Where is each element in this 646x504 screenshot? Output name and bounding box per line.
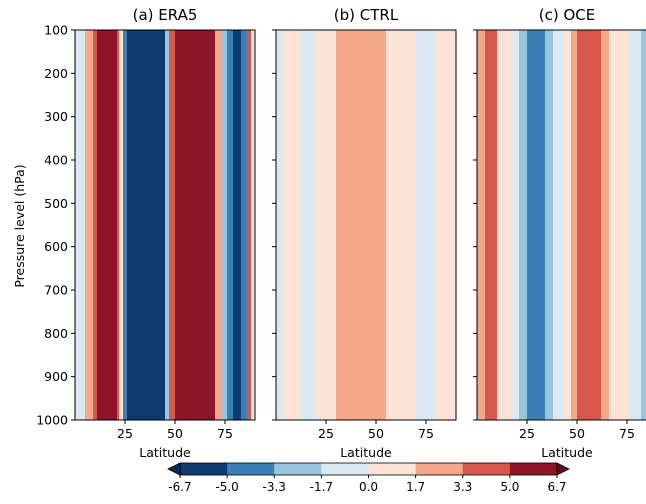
contour-band (553, 30, 563, 420)
contour-band (627, 30, 641, 420)
x-tick-label: 25 (318, 426, 334, 441)
panels: (a) ERA5 25 50 75 Latitude 100 200 300 400 500 600… (36, 6, 646, 460)
x-tick-label: 50 (569, 426, 585, 441)
colorbar-segment (509, 463, 558, 475)
x-tick-label: 75 (619, 426, 635, 441)
y-tick-label: 100 (44, 23, 68, 38)
contour-band (416, 30, 436, 420)
colorbar-tick-label: -1.7 (310, 480, 333, 494)
colorbar: -6.7 -5.0 -3.3 -1.7 0.0 1.7 3.3 5.0 6.7 (167, 462, 570, 494)
contour-band (221, 30, 227, 420)
contour-band (527, 30, 545, 420)
contour-band (386, 30, 416, 420)
y-tick-label: 700 (44, 283, 68, 298)
contour-band (336, 30, 386, 420)
panel-title: (a) ERA5 (133, 6, 198, 24)
contour-band (577, 30, 601, 420)
colorbar-segment (274, 463, 322, 475)
y-tick-label: 900 (44, 369, 68, 384)
contour-band (165, 30, 169, 420)
colorbar-segment (321, 463, 369, 475)
x-tick-label: 50 (167, 426, 183, 441)
contour-band (117, 30, 119, 420)
contour-band (511, 30, 519, 420)
contour-band (641, 30, 646, 420)
contour-band (119, 30, 123, 420)
panel-2: (b) CTRL 25 50 75 Latitude (272, 6, 457, 460)
contour-band (571, 30, 577, 420)
panel-title: (c) OCE (539, 6, 595, 24)
contour-band (545, 30, 553, 420)
panel-frame (476, 29, 646, 421)
panel-frame (74, 29, 256, 421)
contour-band (215, 30, 221, 420)
y-tick-label: 300 (44, 109, 68, 124)
panel-frame (275, 29, 457, 421)
colorbar-extend-low (167, 462, 181, 476)
x-tick-label: 75 (418, 426, 434, 441)
colorbar-tick-label: 6.7 (547, 480, 566, 494)
contour-band (519, 30, 527, 420)
colorbar-segment (415, 463, 464, 475)
colorbar-tick-label: 1.7 (406, 480, 425, 494)
colorbar-segment (227, 463, 275, 475)
contour-band (97, 30, 117, 420)
colorbar-tick-label: 5.0 (500, 480, 519, 494)
contour-band (75, 30, 85, 420)
contour-band (123, 30, 127, 420)
contour-band (169, 30, 175, 420)
contour-band (251, 30, 255, 420)
panel-title: (b) CTRL (334, 6, 399, 24)
y-tick-label: 500 (44, 196, 68, 211)
panel-1: (a) ERA5 25 50 75 Latitude 100 200 300 400 500 600… (36, 6, 256, 460)
x-tick-label: 25 (117, 426, 133, 441)
contour-band (485, 30, 497, 420)
contour-band (175, 30, 215, 420)
y-tick-label: 200 (44, 66, 68, 81)
colorbar-segment (368, 463, 417, 475)
contour-band (284, 30, 300, 420)
contour-band (127, 30, 165, 420)
contour-band (300, 30, 316, 420)
x-axis-label: Latitude (139, 445, 191, 460)
contour-band (497, 30, 511, 420)
contour-band (316, 30, 336, 420)
colorbar-tick-label: -6.7 (168, 480, 191, 494)
contour-band (601, 30, 609, 420)
contour-band (477, 30, 485, 420)
colorbar-segment (180, 463, 228, 475)
colorbar-tick-label: 0.0 (359, 480, 378, 494)
y-tick-label: 600 (44, 239, 68, 254)
colorbar-extend-high (556, 462, 570, 476)
contour-band (227, 30, 233, 420)
colorbar-tick-label: -5.0 (215, 480, 238, 494)
colorbar-segment (462, 463, 511, 475)
x-tick-label: 25 (519, 426, 535, 441)
colorbar-tick-label: -3.3 (263, 480, 286, 494)
contour-band (93, 30, 97, 420)
x-tick-label: 50 (368, 426, 384, 441)
contour-band (247, 30, 251, 420)
x-axis-label: Latitude (541, 445, 593, 460)
x-axis-label: Latitude (340, 445, 392, 460)
contour-band (436, 30, 456, 420)
colorbar-tick-label: 3.3 (453, 480, 472, 494)
contour-band (276, 30, 284, 420)
contour-band (85, 30, 93, 420)
panel-3: (c) OCE 25 50 75 Latitude (473, 6, 646, 460)
y-axis-label: Pressure level (hPa) (12, 164, 27, 287)
contour-band (241, 30, 247, 420)
y-tick-label: 400 (44, 153, 68, 168)
y-tick-label: 1000 (36, 413, 68, 428)
contour-band (609, 30, 627, 420)
contour-band (233, 30, 241, 420)
x-tick-label: 75 (217, 426, 233, 441)
contour-band (563, 30, 571, 420)
y-tick-label: 800 (44, 326, 68, 341)
